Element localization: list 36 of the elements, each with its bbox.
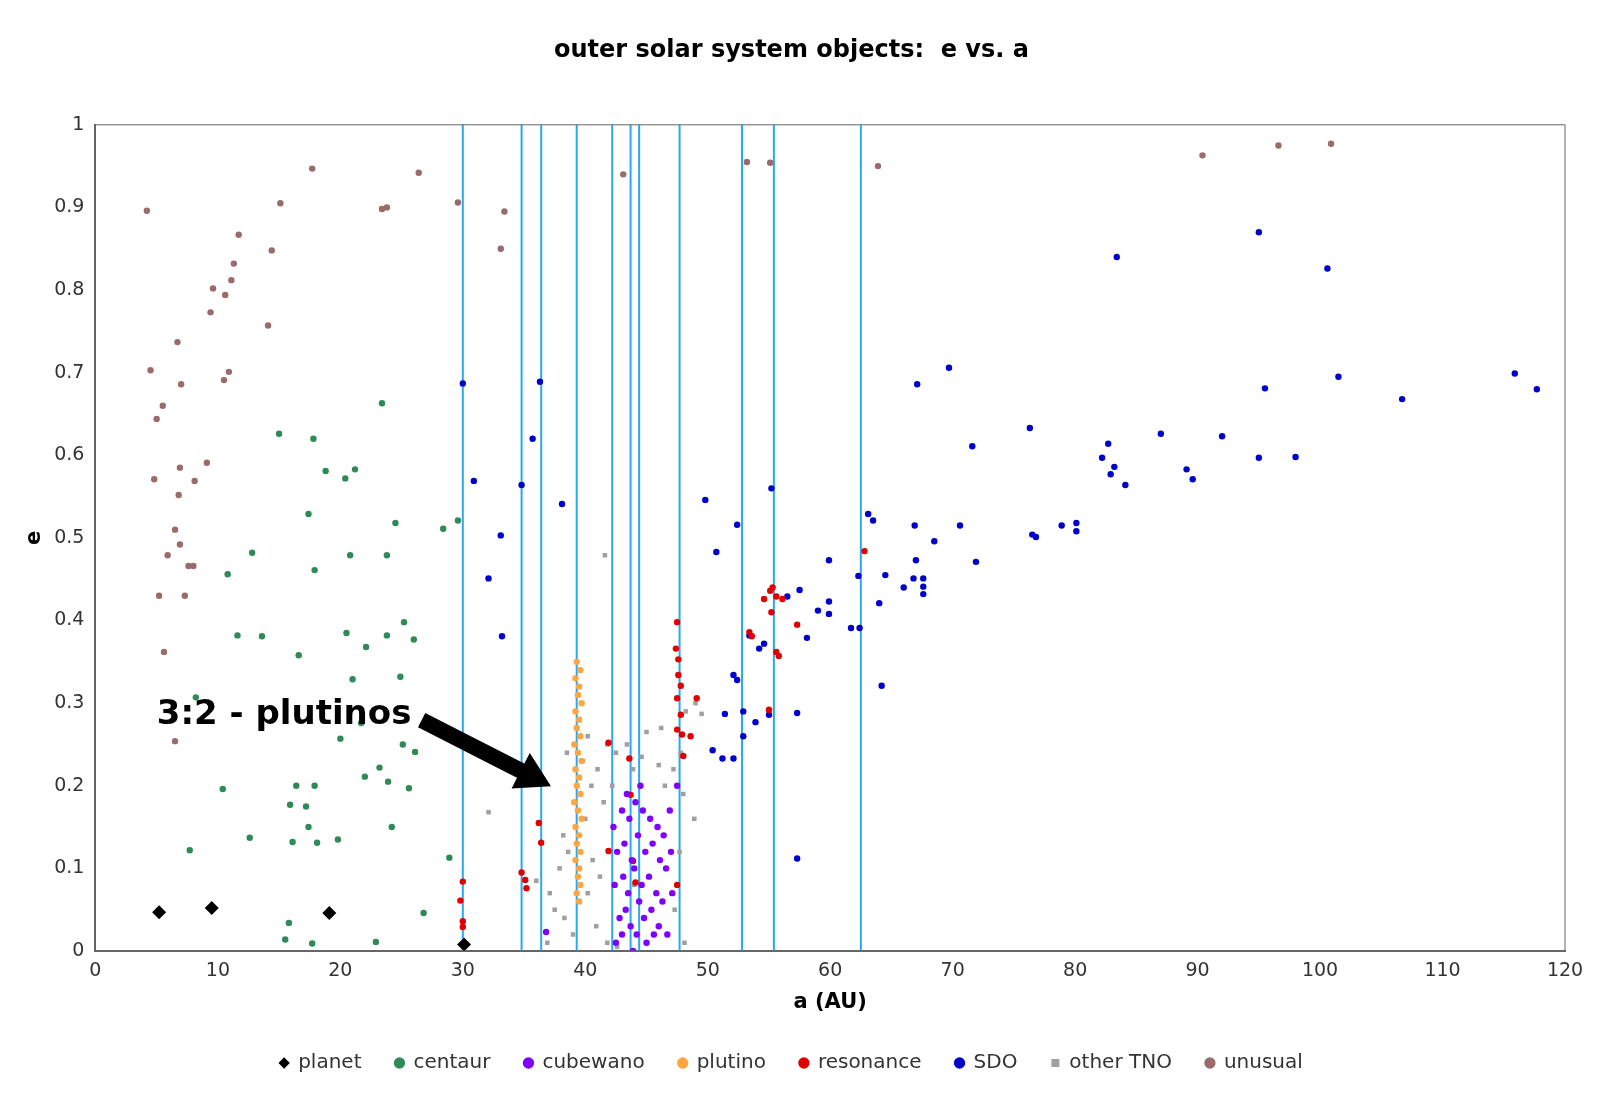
legend-label: resonance (817, 1049, 922, 1074)
legend-label: SDO (973, 1049, 1018, 1074)
x-axis-title: a (AU) (793, 988, 867, 1013)
y-axis-title: e (21, 530, 46, 546)
legend-label: plutino (696, 1049, 766, 1074)
x-tick-label: 30 (450, 958, 475, 981)
y-tick-label: 0.1 (54, 855, 85, 878)
y-tick-label: 0.3 (54, 690, 85, 713)
legend-label: centaur (413, 1049, 492, 1074)
x-tick-label: 50 (695, 958, 720, 981)
y-tick-label: 0.5 (54, 524, 85, 547)
x-tick-label: 10 (205, 958, 230, 981)
y-tick-label: 0.4 (54, 607, 85, 630)
y-tick-label: 1 (72, 111, 85, 134)
y-tick-label: 0.8 (54, 276, 85, 299)
legend-label: unusual (1223, 1049, 1303, 1074)
x-tick-label: 110 (1424, 958, 1461, 981)
y-tick-label: 0 (72, 937, 85, 960)
y-tick-label: 0.2 (54, 772, 85, 795)
x-tick-label: 0 (89, 958, 102, 981)
x-tick-label: 20 (328, 958, 353, 981)
legend-label: other TNO (1069, 1049, 1172, 1074)
legend-label: planet (298, 1049, 362, 1074)
annotation: 3:2 - plutinos (156, 692, 412, 733)
x-tick-label: 90 (1185, 958, 1210, 981)
x-tick-label: 100 (1301, 958, 1339, 981)
x-tick-label: 70 (940, 958, 965, 981)
y-tick-label: 0.9 (54, 194, 85, 217)
legend-label: cubewano (542, 1049, 645, 1074)
x-tick-label: 40 (573, 958, 598, 981)
y-tick-label: 0.7 (54, 359, 85, 382)
x-tick-label: 120 (1546, 958, 1584, 981)
x-tick-label: 60 (818, 958, 843, 981)
chart-title: outer solar system objects: e vs. a (554, 34, 1029, 63)
x-tick-label: 80 (1063, 958, 1088, 981)
y-tick-label: 0.6 (54, 442, 85, 465)
